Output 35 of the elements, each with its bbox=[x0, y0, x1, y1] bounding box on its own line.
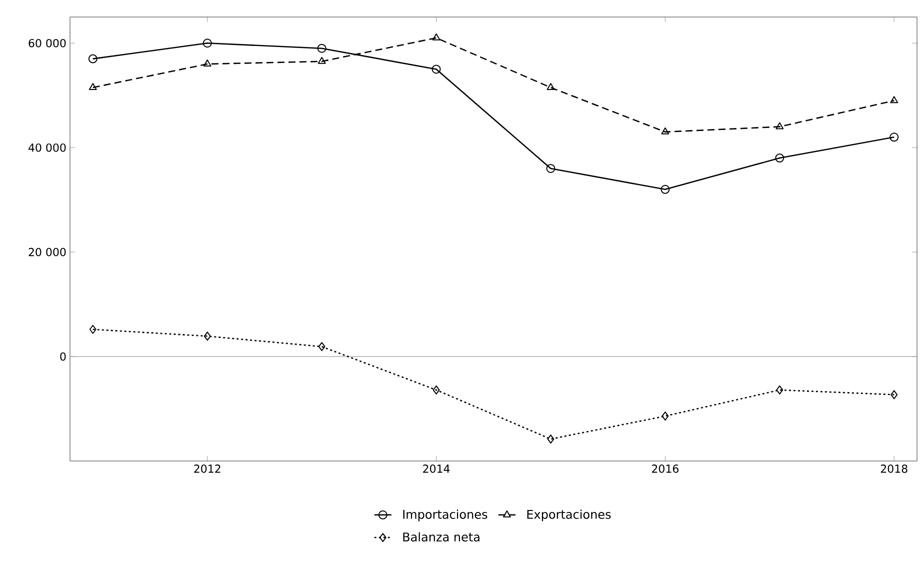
point bbox=[89, 324, 96, 334]
point bbox=[88, 83, 97, 90]
y-tick-label: 0 bbox=[60, 352, 66, 361]
point bbox=[203, 60, 212, 67]
x-tick-label: 2012 bbox=[194, 464, 220, 473]
point bbox=[546, 164, 556, 173]
point bbox=[318, 342, 326, 352]
point bbox=[317, 44, 326, 53]
legend-label: Balanza neta bbox=[403, 532, 480, 542]
point bbox=[204, 332, 211, 341]
x-tick-label: 2018 bbox=[880, 464, 908, 473]
point bbox=[776, 122, 784, 130]
x-tick-label: 2014 bbox=[423, 464, 450, 473]
point bbox=[776, 385, 784, 394]
y-tick-label: 40 000 bbox=[28, 143, 66, 152]
x-tick-label: 2016 bbox=[652, 464, 678, 473]
point bbox=[775, 154, 784, 163]
point bbox=[890, 132, 899, 142]
point bbox=[88, 54, 98, 64]
point bbox=[546, 83, 555, 90]
point bbox=[202, 38, 212, 48]
legend-label: Exportaciones bbox=[527, 510, 611, 522]
point bbox=[318, 56, 326, 64]
point bbox=[890, 390, 898, 400]
point bbox=[547, 434, 554, 444]
point bbox=[432, 64, 441, 74]
point bbox=[661, 127, 670, 134]
legend-label: Importaciones bbox=[403, 510, 488, 522]
point bbox=[662, 412, 669, 421]
point bbox=[660, 184, 670, 194]
y-tick-label: 60 000 bbox=[28, 38, 66, 48]
point bbox=[890, 96, 898, 104]
point bbox=[432, 385, 440, 394]
y-tick-label: 20 000 bbox=[28, 248, 66, 256]
point bbox=[432, 33, 440, 40]
